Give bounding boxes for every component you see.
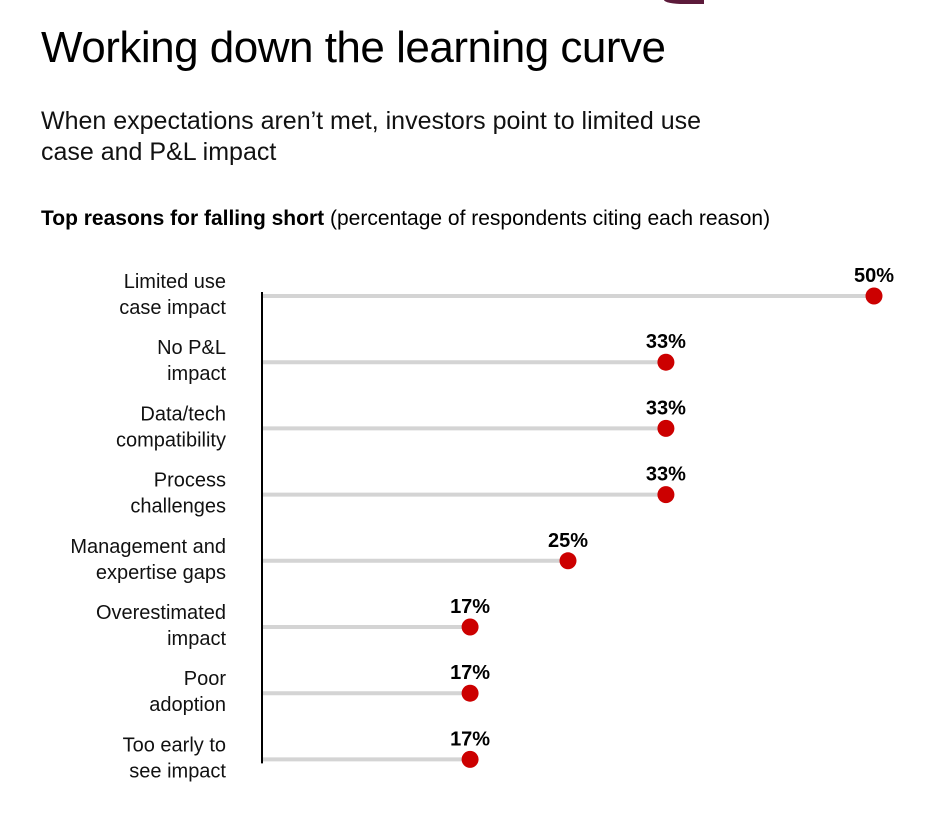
category-label: impact [167, 363, 226, 385]
chart-heading-rest: (percentage of respondents citing each r… [324, 207, 771, 230]
data-point [461, 684, 479, 702]
data-point [559, 552, 577, 570]
category-label: Data/tech [140, 403, 226, 425]
category-label: compatibility [116, 429, 226, 451]
data-point [657, 353, 675, 371]
category-label: expertise gaps [96, 562, 226, 584]
top-accent-shape [664, 0, 704, 4]
category-label: see impact [129, 760, 226, 782]
chart-heading: Top reasons for falling short (percentag… [41, 206, 770, 232]
category-label: Management and [70, 536, 226, 558]
category-label: Poor [184, 668, 227, 690]
value-label: 17% [450, 728, 490, 750]
data-point [657, 486, 675, 504]
page-title: Working down the learning curve [41, 23, 666, 72]
category-label: challenges [130, 496, 226, 518]
data-point [657, 419, 675, 437]
data-point [461, 750, 479, 768]
value-label: 33% [646, 464, 686, 486]
value-label: 33% [646, 397, 686, 419]
category-label: impact [167, 628, 226, 650]
value-label: 50% [854, 265, 894, 287]
value-label: 33% [646, 331, 686, 353]
value-label: 17% [450, 662, 490, 684]
category-label: Process [154, 470, 226, 492]
chart-heading-bold: Top reasons for falling short [41, 207, 325, 230]
category-label: adoption [149, 694, 226, 716]
category-label: case impact [119, 297, 226, 319]
category-label: Too early to [123, 734, 226, 756]
category-label: Limited use [124, 271, 226, 293]
data-point [461, 618, 479, 636]
category-label: Overestimated [96, 602, 226, 624]
category-label: No P&L [157, 337, 226, 359]
value-label: 25% [548, 530, 588, 552]
data-point [865, 287, 883, 305]
page-subtitle: When expectations aren’t met, investors … [41, 107, 702, 166]
value-label: 17% [450, 596, 490, 618]
